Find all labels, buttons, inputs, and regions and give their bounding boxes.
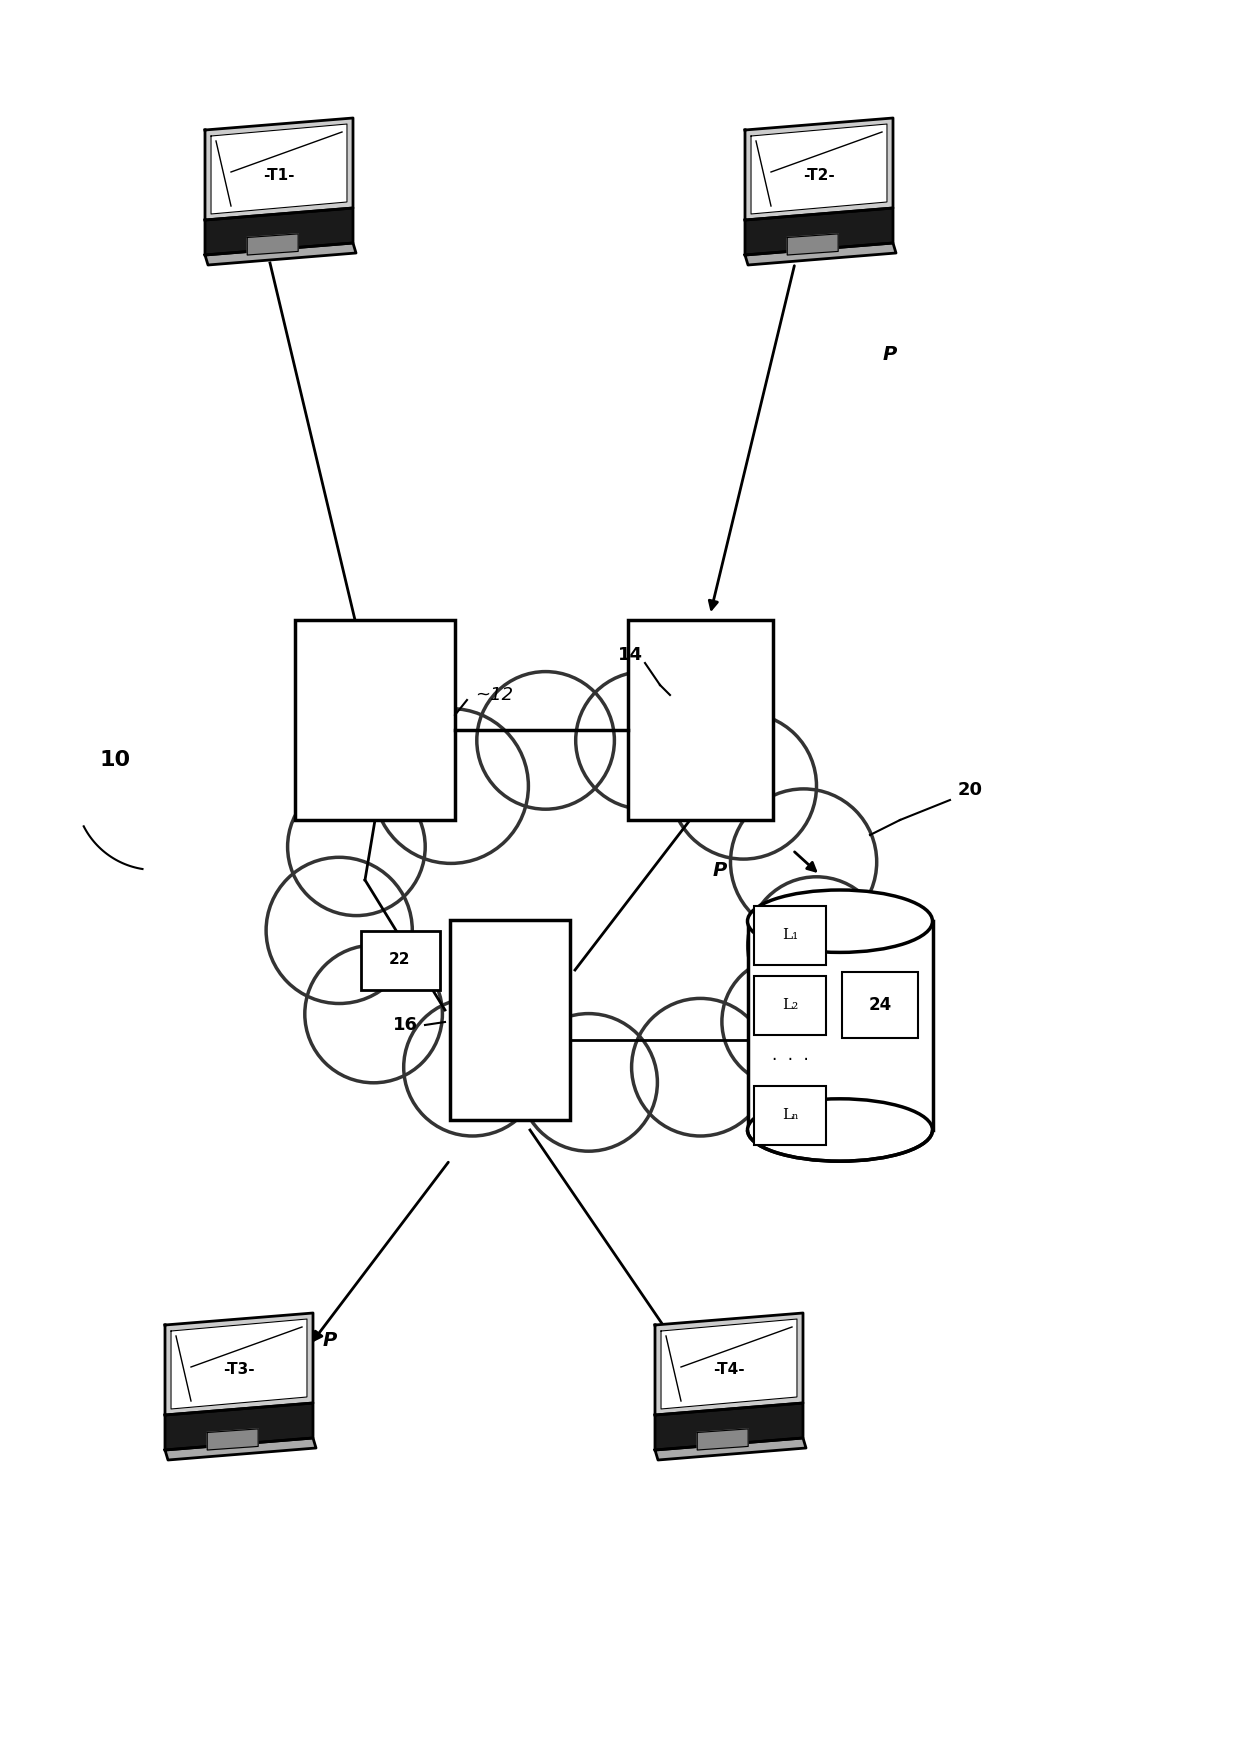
- Polygon shape: [211, 123, 347, 213]
- Text: Lₙ: Lₙ: [781, 1108, 799, 1122]
- Polygon shape: [787, 234, 838, 255]
- Text: L₁: L₁: [782, 929, 799, 943]
- Bar: [748, 922, 932, 1129]
- Text: P: P: [322, 1330, 337, 1350]
- Ellipse shape: [748, 1099, 932, 1161]
- Circle shape: [730, 789, 877, 936]
- Circle shape: [575, 671, 713, 809]
- Circle shape: [748, 877, 885, 1015]
- Circle shape: [404, 999, 542, 1136]
- Polygon shape: [661, 1320, 797, 1410]
- Polygon shape: [655, 1403, 804, 1450]
- Text: -T2-: -T2-: [804, 167, 835, 183]
- Text: 16: 16: [393, 1017, 418, 1034]
- Circle shape: [373, 708, 528, 863]
- Circle shape: [477, 671, 614, 809]
- Bar: [627, 620, 773, 819]
- Circle shape: [520, 1013, 657, 1151]
- Text: -T3-: -T3-: [223, 1362, 254, 1378]
- Text: 14: 14: [618, 647, 642, 664]
- Ellipse shape: [748, 890, 932, 953]
- FancyBboxPatch shape: [754, 1085, 826, 1145]
- Polygon shape: [745, 243, 897, 264]
- Circle shape: [305, 944, 443, 1084]
- Polygon shape: [205, 243, 356, 264]
- Circle shape: [288, 779, 425, 916]
- Text: ~12: ~12: [475, 685, 513, 705]
- Text: 20: 20: [957, 781, 982, 798]
- Bar: [295, 620, 455, 819]
- Circle shape: [671, 714, 816, 860]
- Text: 24: 24: [868, 996, 892, 1013]
- Circle shape: [267, 858, 412, 1004]
- Text: P: P: [883, 345, 897, 365]
- Circle shape: [722, 957, 851, 1085]
- Polygon shape: [205, 208, 353, 255]
- Polygon shape: [165, 1313, 312, 1415]
- Text: P: P: [713, 860, 727, 879]
- Circle shape: [451, 848, 709, 1105]
- Circle shape: [408, 728, 751, 1071]
- Polygon shape: [655, 1438, 806, 1461]
- Circle shape: [335, 763, 610, 1038]
- FancyBboxPatch shape: [842, 973, 918, 1038]
- Polygon shape: [205, 118, 353, 220]
- Polygon shape: [745, 118, 893, 220]
- Text: -T1-: -T1-: [263, 167, 295, 183]
- Text: ·  ·  ·: · · ·: [771, 1050, 808, 1070]
- Ellipse shape: [748, 1099, 932, 1161]
- Circle shape: [631, 999, 769, 1136]
- Polygon shape: [207, 1429, 258, 1450]
- FancyBboxPatch shape: [754, 906, 826, 964]
- Bar: [450, 920, 570, 1121]
- Polygon shape: [745, 208, 893, 255]
- Polygon shape: [751, 123, 887, 213]
- Polygon shape: [247, 234, 298, 255]
- Polygon shape: [165, 1403, 312, 1450]
- Circle shape: [451, 714, 709, 973]
- Polygon shape: [171, 1320, 308, 1410]
- FancyBboxPatch shape: [361, 930, 439, 990]
- Text: 22: 22: [389, 953, 410, 967]
- Text: -T4-: -T4-: [713, 1362, 745, 1378]
- Polygon shape: [655, 1313, 804, 1415]
- Polygon shape: [697, 1429, 748, 1450]
- Polygon shape: [165, 1438, 316, 1461]
- FancyBboxPatch shape: [754, 976, 826, 1034]
- Text: 10: 10: [99, 751, 130, 770]
- Circle shape: [549, 763, 825, 1038]
- Text: L₂: L₂: [782, 997, 799, 1011]
